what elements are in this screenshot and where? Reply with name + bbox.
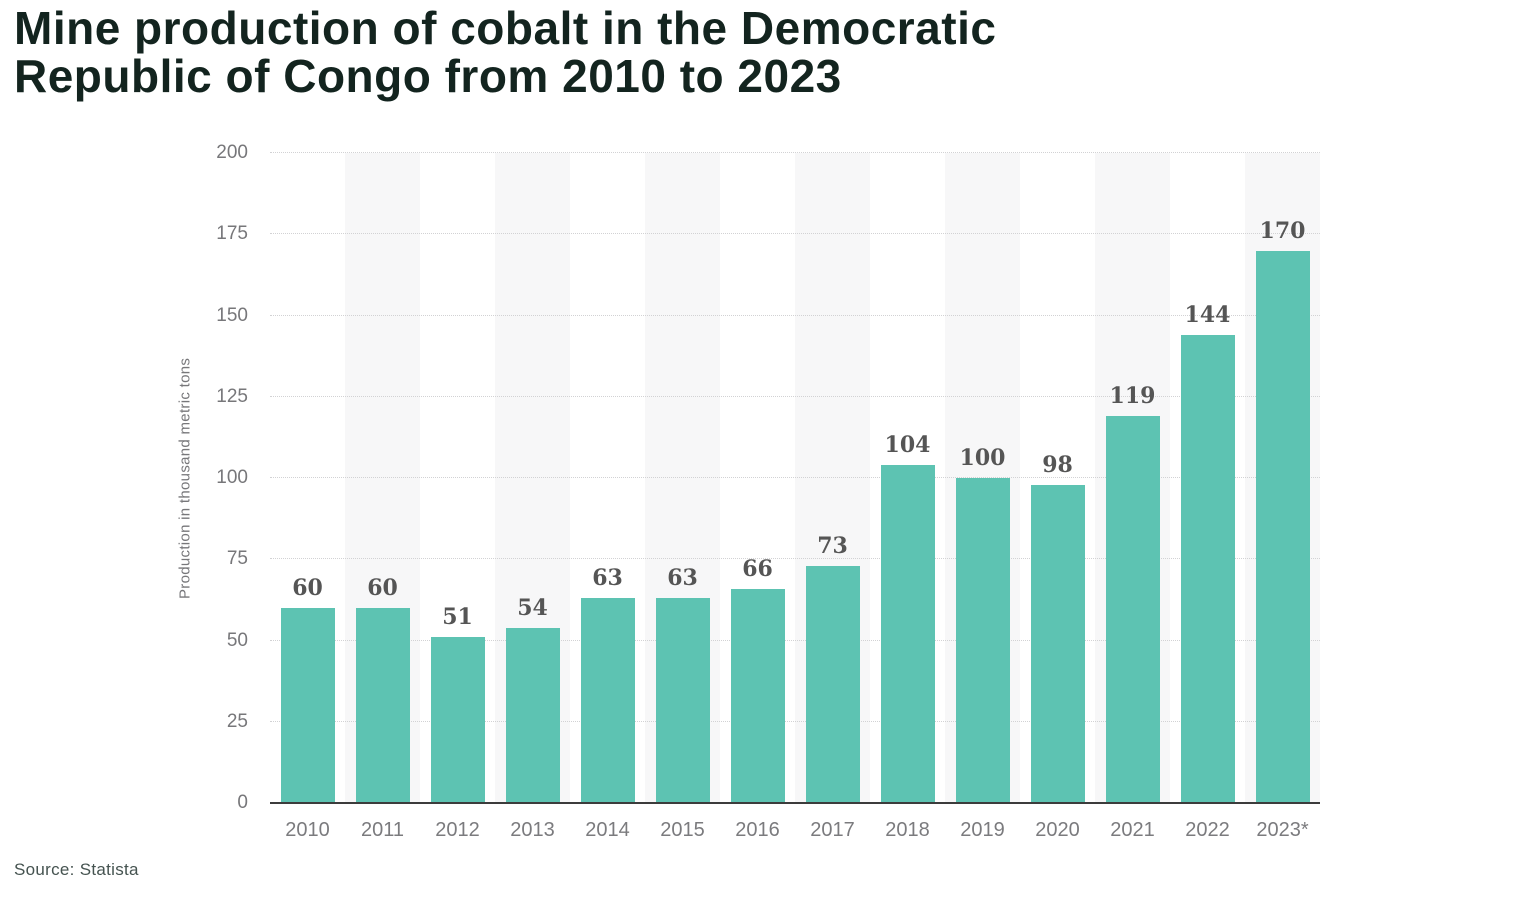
y-tick-label-75: 75 bbox=[226, 548, 248, 570]
y-tick-label-175: 175 bbox=[216, 223, 248, 245]
y-tick-label-150: 150 bbox=[216, 304, 248, 326]
bar-2010 bbox=[280, 608, 335, 803]
bar-2012 bbox=[430, 637, 485, 803]
bar-2019 bbox=[955, 478, 1010, 803]
value-label-2017: 73 bbox=[817, 532, 848, 559]
y-tick-label-100: 100 bbox=[216, 467, 248, 488]
chart-title-line1: Mine production of cobalt in the Democra… bbox=[14, 2, 997, 54]
x-tick-label-2023*: 2023* bbox=[1256, 819, 1309, 841]
value-label-2013: 54 bbox=[517, 594, 548, 621]
bar-2018 bbox=[880, 465, 935, 803]
gridline-25 bbox=[270, 720, 1320, 722]
chart-title-line2: Republic of Congo from 2010 to 2023 bbox=[14, 50, 842, 103]
gridline-175 bbox=[270, 233, 1320, 235]
value-label-2016: 66 bbox=[742, 555, 773, 582]
gridline-100 bbox=[270, 477, 1320, 478]
x-tick-label-2022: 2022 bbox=[1185, 819, 1230, 841]
value-label-2020: 98 bbox=[1042, 451, 1073, 478]
bar-2011 bbox=[355, 608, 410, 803]
x-tick-label-2014: 2014 bbox=[585, 819, 630, 841]
gridline-125 bbox=[270, 395, 1320, 397]
x-tick-label-2010: 2010 bbox=[285, 819, 330, 841]
x-tick-label-2012: 2012 bbox=[435, 819, 480, 841]
plot-area: 0 25 50 75 100 125 150 175 200 60 2010 60 2011 51 2012… bbox=[216, 142, 1320, 841]
value-label-2015: 63 bbox=[667, 565, 698, 592]
value-label-2018: 104 bbox=[884, 432, 931, 458]
x-axis-line bbox=[270, 802, 1320, 804]
x-tick-label-2016: 2016 bbox=[735, 819, 780, 841]
bar-2023* bbox=[1255, 250, 1310, 803]
bar-2022 bbox=[1180, 335, 1235, 803]
value-label-2022: 144 bbox=[1184, 302, 1231, 328]
bar-2017 bbox=[805, 565, 860, 803]
gridline-75 bbox=[270, 558, 1320, 560]
x-tick-label-2021: 2021 bbox=[1110, 819, 1155, 841]
bar-2016 bbox=[730, 588, 785, 803]
y-tick-label-200: 200 bbox=[216, 142, 248, 163]
x-tick-label-2013: 2013 bbox=[510, 819, 555, 841]
value-label-2011: 60 bbox=[367, 575, 398, 601]
value-label-2012: 51 bbox=[442, 604, 473, 631]
bar-2015 bbox=[655, 598, 710, 803]
gridline-200 bbox=[270, 152, 1320, 153]
y-tick-label-125: 125 bbox=[216, 385, 248, 407]
bar-2013 bbox=[505, 627, 560, 803]
y-tick-label-50: 50 bbox=[226, 629, 248, 651]
gridline-150 bbox=[270, 314, 1320, 316]
chart-title: Mine production of cobalt in the Democra… bbox=[14, 4, 996, 101]
value-label-2014: 63 bbox=[592, 565, 623, 592]
bar-2021 bbox=[1105, 416, 1160, 803]
x-tick-label-2018: 2018 bbox=[885, 819, 930, 841]
x-tick-label-2015: 2015 bbox=[660, 819, 705, 841]
bar-2020 bbox=[1030, 484, 1085, 803]
x-tick-label-2020: 2020 bbox=[1035, 819, 1080, 841]
value-label-2019: 100 bbox=[959, 445, 1006, 471]
value-label-2023*: 170 bbox=[1259, 217, 1306, 244]
value-label-2021: 119 bbox=[1109, 383, 1156, 410]
gridline-50 bbox=[270, 639, 1320, 641]
y-tick-label-25: 25 bbox=[226, 710, 248, 732]
value-label-2010: 60 bbox=[292, 575, 323, 601]
source-note: Source: Statista bbox=[14, 860, 139, 879]
x-tick-label-2011: 2011 bbox=[360, 819, 404, 841]
bar-2014 bbox=[580, 598, 635, 803]
x-tick-label-2019: 2019 bbox=[960, 819, 1005, 841]
y-tick-label-0: 0 bbox=[237, 792, 248, 813]
x-tick-label-2017: 2017 bbox=[810, 819, 855, 841]
